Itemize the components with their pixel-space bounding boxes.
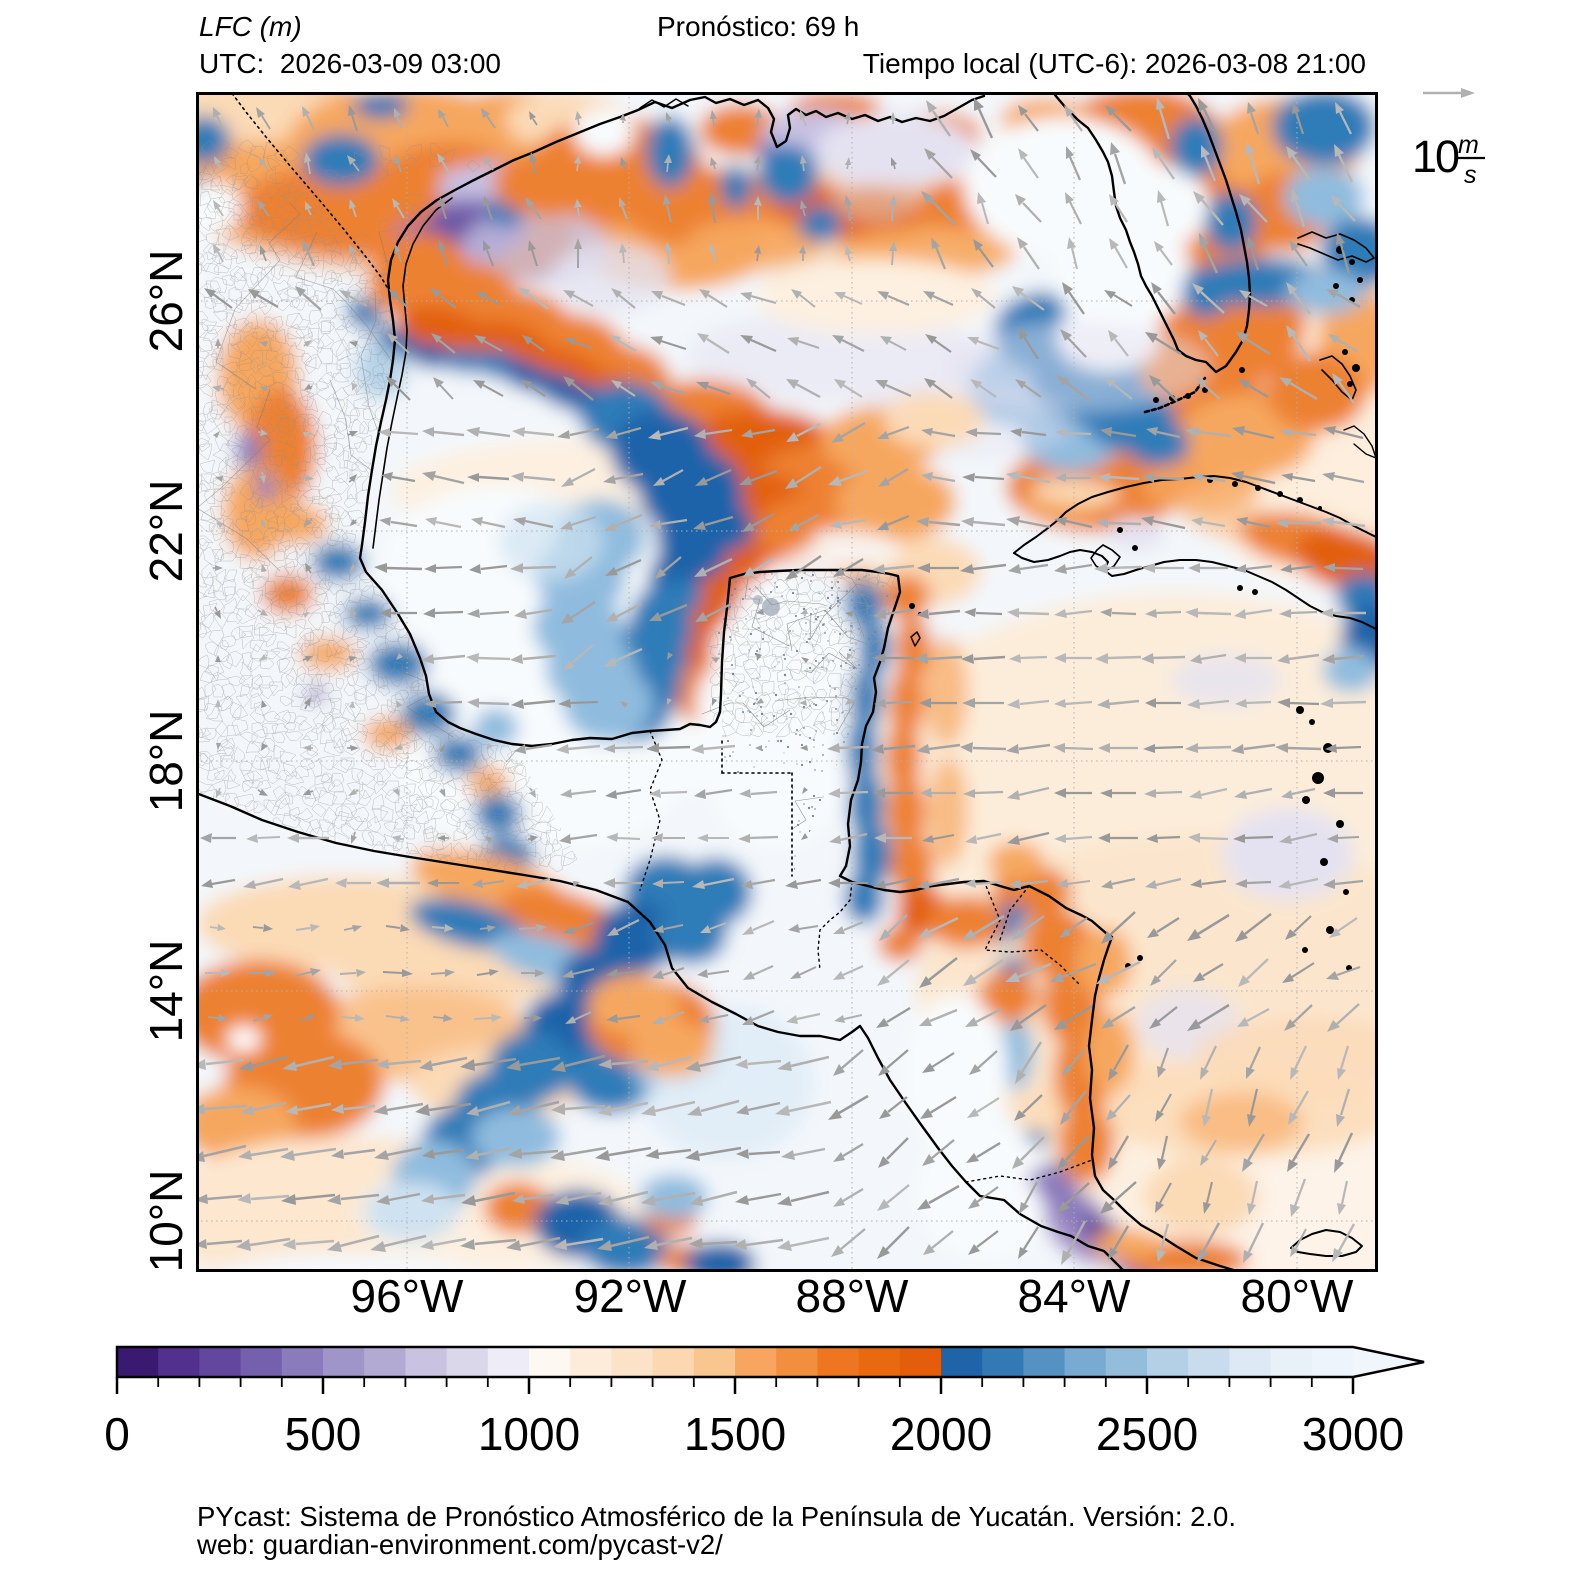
svg-text:80°W: 80°W xyxy=(1241,1270,1355,1322)
svg-text:92°W: 92°W xyxy=(574,1270,688,1322)
svg-text:10°N: 10°N xyxy=(140,1170,192,1273)
svg-text:26°N: 26°N xyxy=(140,250,192,353)
svg-text:96°W: 96°W xyxy=(351,1270,465,1322)
svg-text:1000: 1000 xyxy=(478,1408,580,1460)
svg-text:14°N: 14°N xyxy=(140,940,192,1043)
svg-text:3000: 3000 xyxy=(1302,1408,1404,1460)
svg-text:2000: 2000 xyxy=(890,1408,992,1460)
svg-text:s: s xyxy=(1464,161,1477,189)
svg-text:22°N: 22°N xyxy=(140,480,192,583)
svg-text:500: 500 xyxy=(285,1408,362,1460)
svg-text:0: 0 xyxy=(104,1408,130,1460)
svg-text:84°W: 84°W xyxy=(1018,1270,1132,1322)
svg-text:1500: 1500 xyxy=(684,1408,786,1460)
svg-text:10: 10 xyxy=(1412,131,1459,182)
svg-text:m: m xyxy=(1458,131,1479,159)
svg-text:2500: 2500 xyxy=(1096,1408,1198,1460)
svg-text:88°W: 88°W xyxy=(796,1270,910,1322)
svg-text:18°N: 18°N xyxy=(140,710,192,813)
